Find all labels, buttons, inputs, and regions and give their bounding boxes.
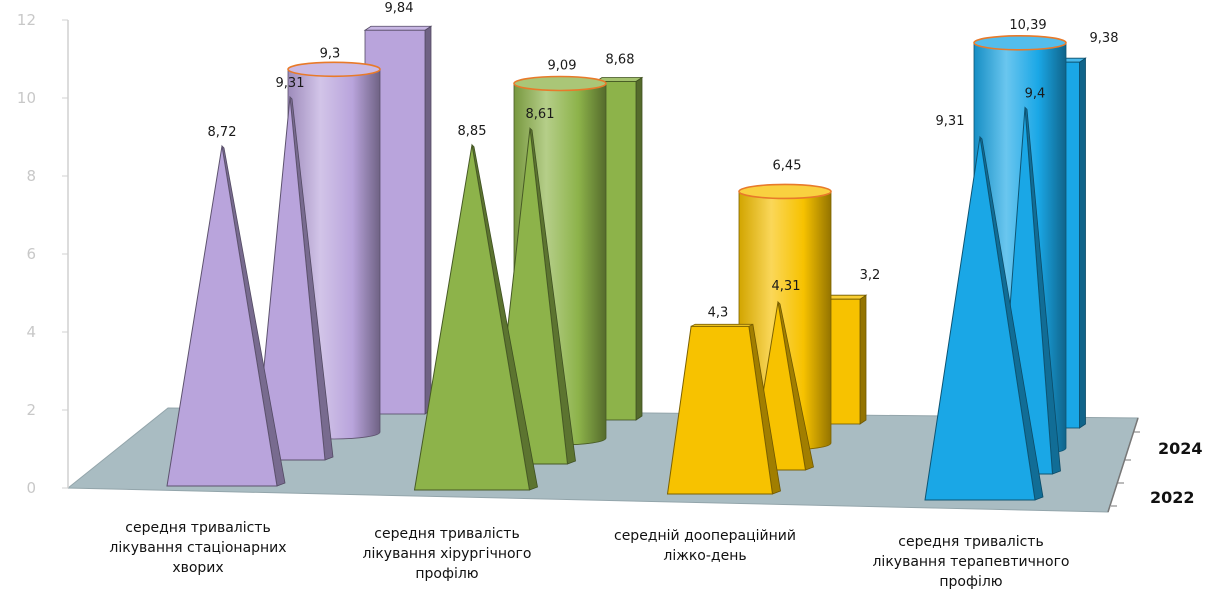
data-label: 9,38	[1090, 31, 1119, 46]
bar-top	[690, 323, 754, 327]
data-label: 10,39	[1009, 18, 1046, 33]
bar-side	[859, 294, 867, 425]
cylinder-top	[973, 34, 1067, 51]
data-label: 8,68	[606, 52, 635, 67]
bar-2-0	[666, 323, 781, 495]
y-tick-label: 8	[26, 167, 36, 185]
category-label-1: середня тривалість лікування хірургічног…	[362, 526, 532, 582]
y-tick-label: 10	[17, 89, 36, 107]
bar-3-0	[924, 135, 1044, 501]
bar-face	[924, 136, 1036, 501]
data-label: 3,2	[860, 268, 881, 283]
data-label: 4,3	[708, 305, 729, 320]
y-tick-label: 6	[26, 245, 36, 263]
category-label-3: середня тривалість лікування терапевтичн…	[872, 534, 1070, 590]
depth-axis-line	[1107, 417, 1139, 513]
bar-0-0	[166, 144, 286, 487]
bar-side	[1079, 57, 1086, 429]
data-label: 8,61	[526, 107, 555, 122]
bar-0-1	[254, 95, 334, 461]
category-label-0: середня тривалість лікування стаціонарни…	[109, 520, 287, 576]
data-label: 9,84	[385, 1, 414, 16]
data-label: 9,31	[936, 114, 965, 129]
data-label: 9,4	[1025, 86, 1046, 101]
y-tick-label: 4	[26, 323, 36, 341]
bar-top	[363, 25, 433, 31]
data-label: 9,31	[276, 76, 305, 91]
data-label: 8,85	[458, 124, 487, 139]
data-label: 4,31	[772, 279, 801, 294]
y-tick-label: 0	[26, 479, 36, 497]
category-label-2: середній доопераційний ліжко-день	[614, 528, 796, 564]
y-tick-label: 2	[26, 401, 36, 419]
data-label: 8,72	[208, 125, 237, 140]
bar-face	[254, 96, 326, 461]
depth-axis-label: 2024	[1158, 439, 1203, 458]
bar-side	[424, 25, 432, 415]
cylinder-top	[287, 61, 381, 78]
bar-face	[166, 145, 278, 487]
bar-1-0	[413, 143, 538, 491]
data-label: 9,09	[548, 58, 577, 73]
y-tick-label: 12	[17, 11, 36, 29]
cylinder-top	[513, 75, 607, 92]
bar-side	[635, 76, 643, 421]
data-label: 6,45	[773, 158, 802, 173]
cylinder-top	[738, 183, 832, 200]
depth-axis-label: 2022	[1150, 488, 1195, 507]
bar-face	[413, 144, 531, 491]
data-label: 9,3	[320, 46, 341, 61]
